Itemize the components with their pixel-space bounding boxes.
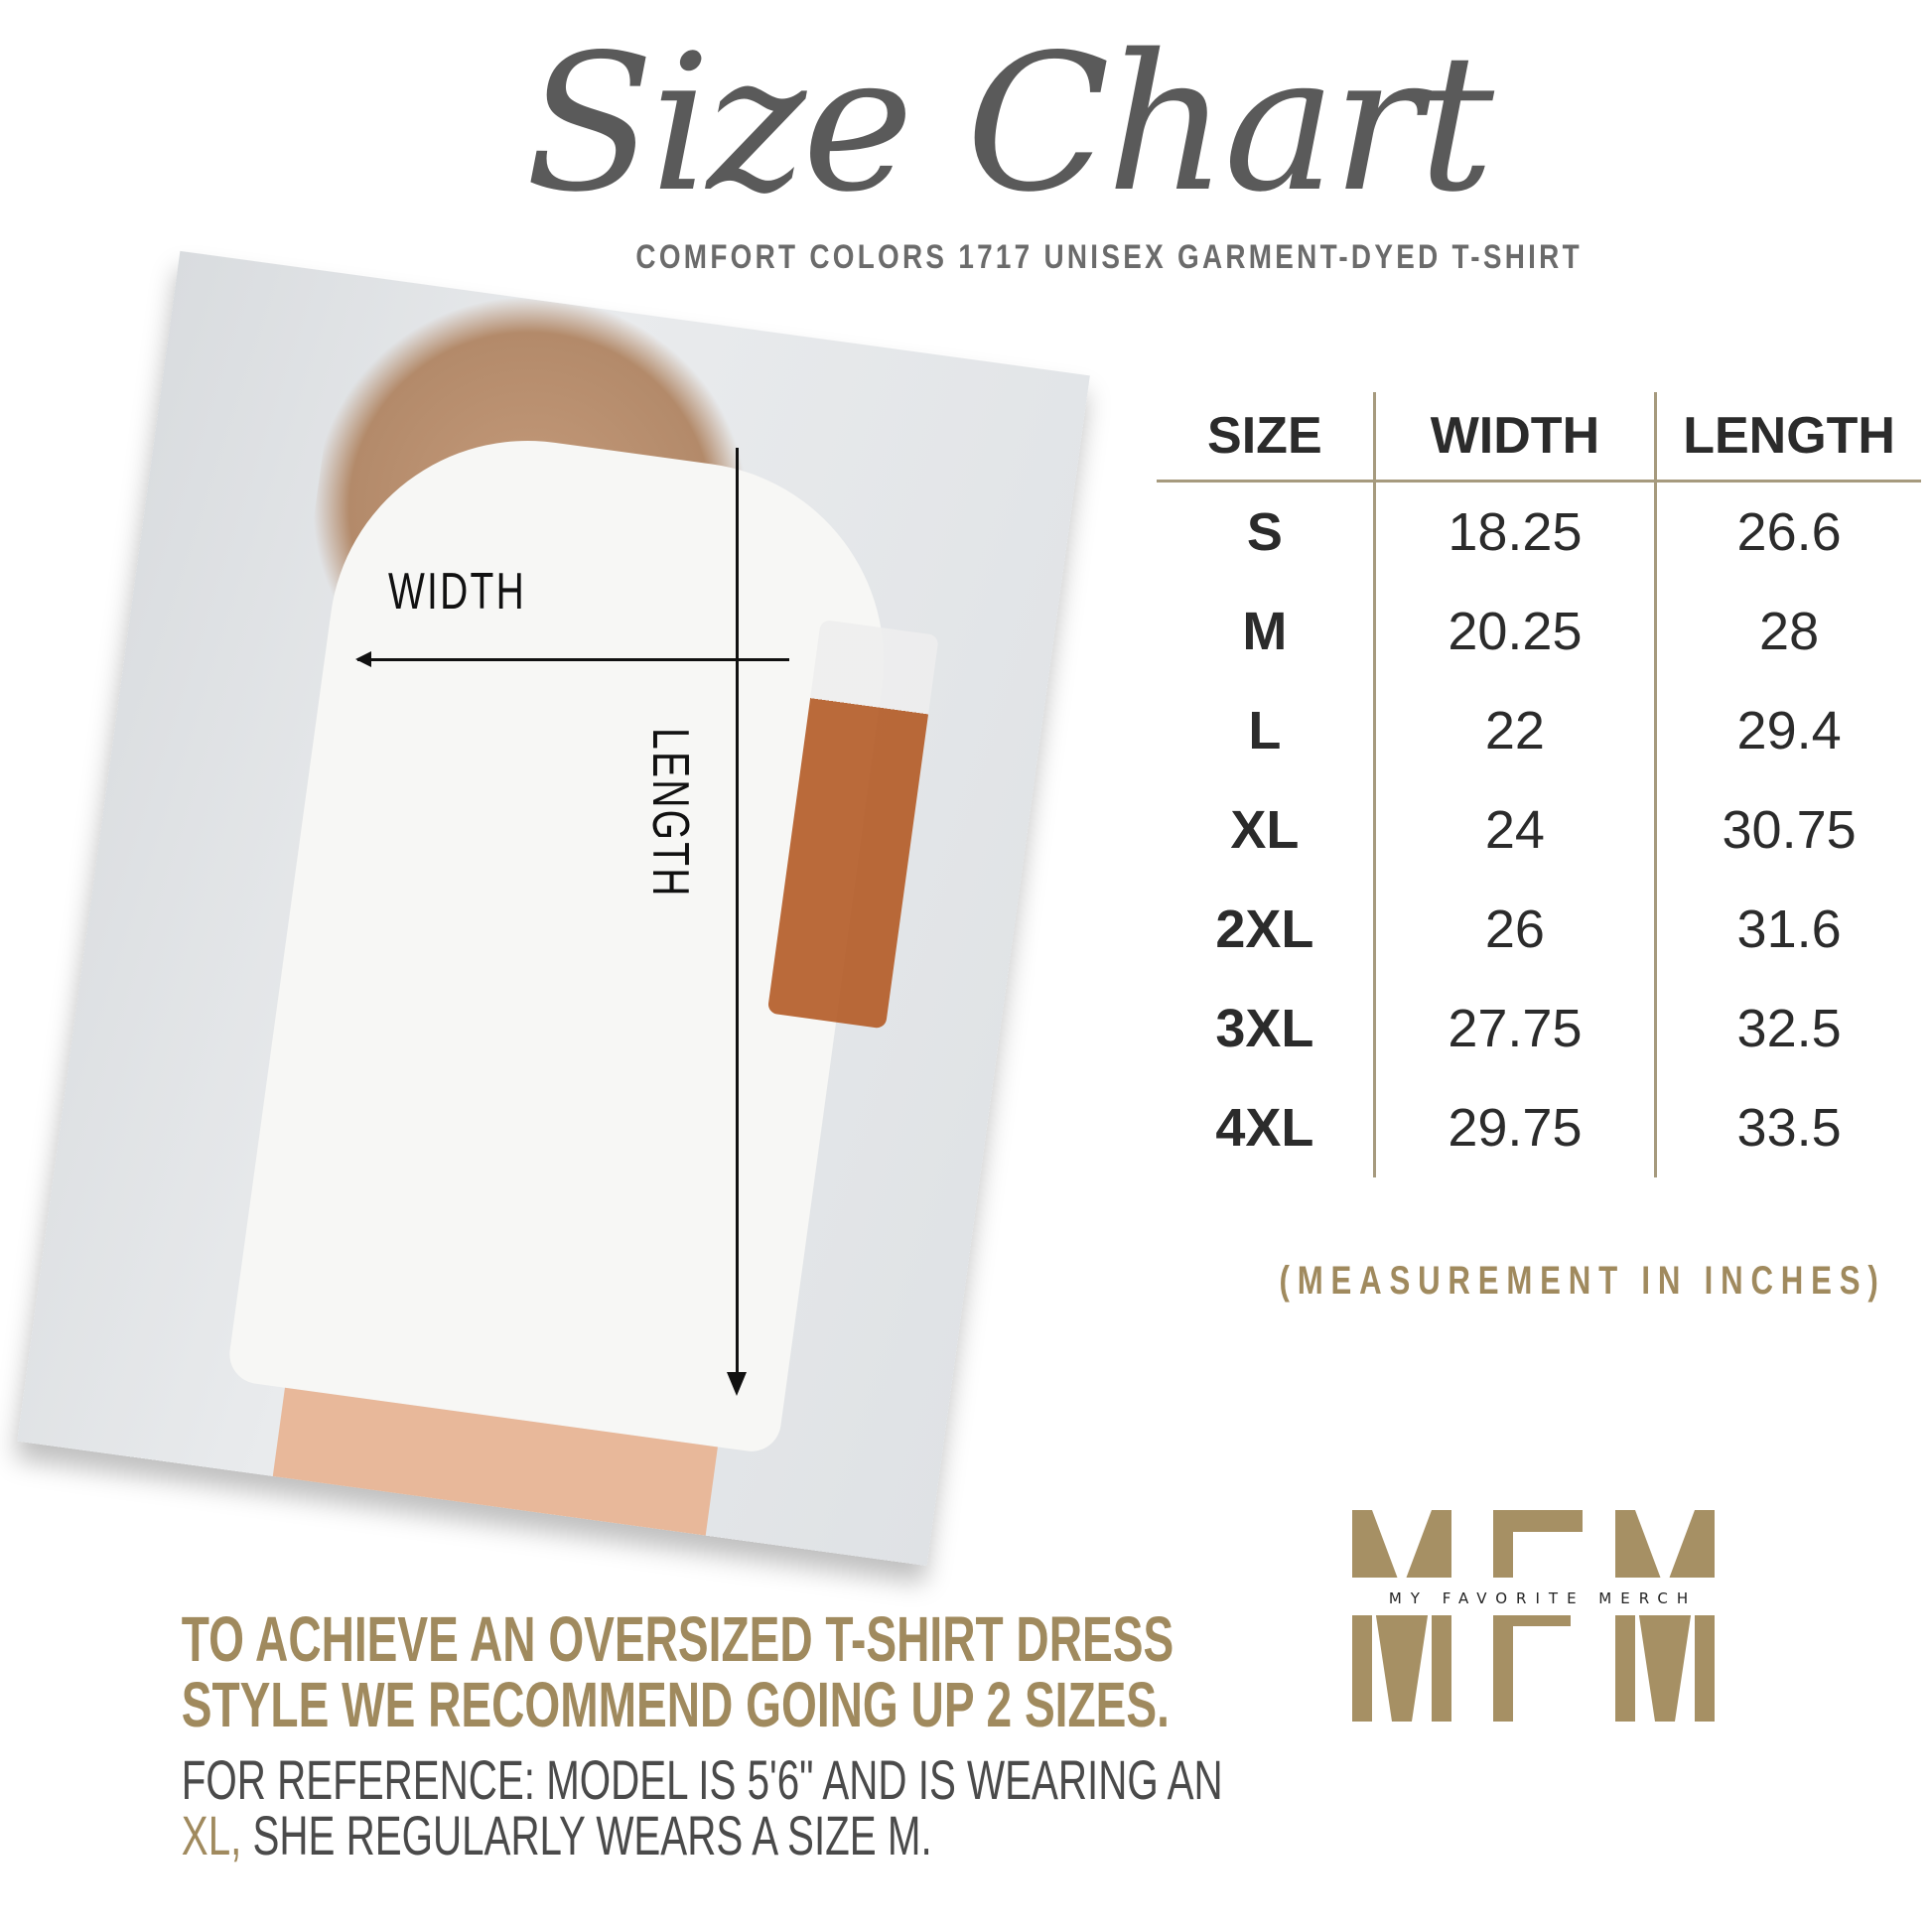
cell-size: 2XL xyxy=(1215,899,1314,959)
table-row: M 20.25 28 xyxy=(1157,582,1921,681)
size-table: SIZE WIDTH LENGTH S 18.25 26.6 M 20.25 28 L 22 2… xyxy=(1157,392,1921,1177)
tip-line-2: STYLE WE RECOMMEND GOING UP 2 SIZES. xyxy=(181,1669,1170,1740)
header-size: SIZE xyxy=(1157,392,1375,483)
table-row: 4XL 29.75 33.5 xyxy=(1157,1078,1921,1177)
cell-length: 32.5 xyxy=(1654,979,1921,1078)
header-length: LENGTH xyxy=(1654,392,1921,483)
cell-width: 20.25 xyxy=(1372,582,1656,681)
cell-length: 31.6 xyxy=(1654,880,1921,979)
mfm-logo: MY FAVORITE MERCH xyxy=(1352,1510,1734,1722)
width-arrow-icon xyxy=(355,651,789,667)
header-width: WIDTH xyxy=(1372,392,1656,483)
measurement-note: (MEASUREMENT IN INCHES) xyxy=(1279,1259,1886,1303)
product-subtitle: COMFORT COLORS 1717 UNISEX GARMENT-DYED … xyxy=(635,238,1583,276)
length-arrow-icon xyxy=(727,448,747,1396)
reference-line-1: FOR REFERENCE: MODEL IS 5'6" AND IS WEAR… xyxy=(181,1748,1223,1811)
length-label: LENGTH xyxy=(641,728,699,898)
table-row: XL 24 30.75 xyxy=(1157,780,1921,880)
cell-size: M xyxy=(1242,602,1288,661)
cell-width: 24 xyxy=(1372,780,1656,880)
tip-line-1: TO ACHIEVE AN OVERSIZED T-SHIRT DRESS xyxy=(181,1603,1174,1675)
cell-length: 28 xyxy=(1654,582,1921,681)
cell-size: 4XL xyxy=(1215,1098,1314,1158)
cell-length: 26.6 xyxy=(1654,481,1921,582)
table-row: 2XL 26 31.6 xyxy=(1157,880,1921,979)
reference-size-highlight: XL, xyxy=(181,1804,242,1866)
cell-length: 30.75 xyxy=(1654,780,1921,880)
cell-width: 27.75 xyxy=(1372,979,1656,1078)
reference-line-2-text: SHE REGULARLY WEARS A SIZE M. xyxy=(241,1804,932,1866)
width-label: WIDTH xyxy=(388,563,527,621)
cell-size: XL xyxy=(1230,800,1300,860)
table-header-row: SIZE WIDTH LENGTH xyxy=(1157,392,1921,483)
cell-size: S xyxy=(1246,502,1283,562)
cell-length: 33.5 xyxy=(1654,1078,1921,1177)
model-photo xyxy=(17,250,1090,1567)
table-row: S 18.25 26.6 xyxy=(1157,481,1921,582)
cell-width: 18.25 xyxy=(1372,481,1656,582)
cell-length: 29.4 xyxy=(1654,681,1921,780)
table-row: L 22 29.4 xyxy=(1157,681,1921,780)
cell-width: 22 xyxy=(1372,681,1656,780)
cell-size: L xyxy=(1248,701,1282,760)
table-row: 3XL 27.75 32.5 xyxy=(1157,979,1921,1078)
cell-width: 29.75 xyxy=(1372,1078,1656,1177)
page-title: Size Chart xyxy=(524,14,1494,233)
cell-width: 26 xyxy=(1372,880,1656,979)
reference-line-2: XL, SHE REGULARLY WEARS A SIZE M. xyxy=(181,1803,932,1867)
cell-size: 3XL xyxy=(1215,999,1314,1058)
logo-tagline: MY FAVORITE MERCH xyxy=(1389,1589,1697,1607)
